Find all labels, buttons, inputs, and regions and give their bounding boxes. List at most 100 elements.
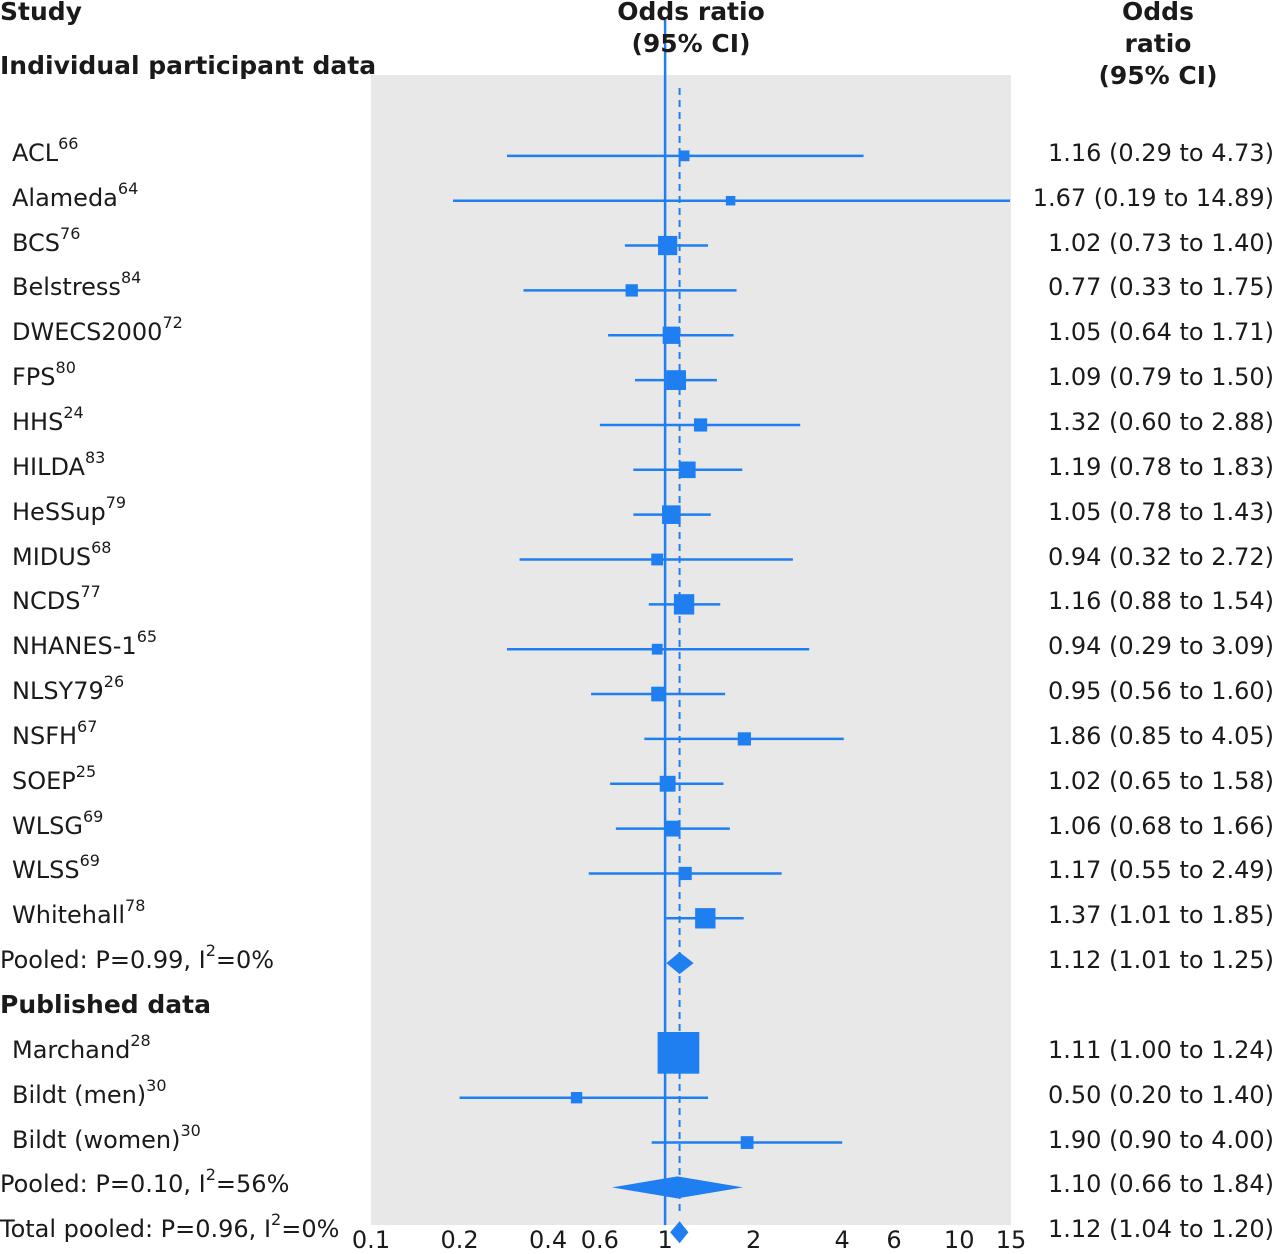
ci-text: 1.90 (0.90 to 4.00) <box>1047 1125 1274 1154</box>
pooled-label-superscript: 2 <box>205 1165 216 1185</box>
x-tick-label: 6 <box>886 1226 902 1254</box>
study-name: HILDA <box>12 452 85 481</box>
point-estimate-square <box>737 732 751 746</box>
study-name: ACL <box>12 138 59 167</box>
point-estimate-square <box>657 1032 700 1074</box>
study-label: NLSY7926 <box>12 674 124 706</box>
study-name: DWECS2000 <box>12 318 163 347</box>
ci-text: 1.86 (0.85 to 4.05) <box>1047 721 1274 750</box>
study-label: MIDUS68 <box>12 539 111 571</box>
study-ref-superscript: 80 <box>55 358 76 378</box>
study-name: WLSS <box>12 856 80 885</box>
ci-text: 1.09 (0.79 to 1.50) <box>1047 363 1274 392</box>
pooled-label-text-end: =56% <box>215 1170 290 1199</box>
point-estimate-square <box>740 1136 754 1149</box>
study-ref-superscript: 66 <box>58 133 79 153</box>
study-label: WLSG69 <box>12 808 103 840</box>
pooled-label-superscript: 2 <box>205 941 216 961</box>
x-tick-label: 10 <box>943 1226 975 1254</box>
point-estimate-square <box>658 235 678 256</box>
study-ref-superscript: 84 <box>120 268 142 288</box>
point-estimate-square <box>664 820 681 837</box>
study-ref-superscript: 78 <box>125 896 146 916</box>
study-name: Bildt (women) <box>12 1125 181 1154</box>
study-label: SOEP25 <box>12 763 96 795</box>
group-label: Individual participant data <box>0 51 377 80</box>
study-ref-superscript: 77 <box>80 582 101 602</box>
x-tick-label: 15 <box>995 1226 1027 1254</box>
point-estimate-square <box>679 461 696 479</box>
x-tick-label: 4 <box>834 1226 850 1254</box>
pooled-label-text-end: =0% <box>215 946 275 975</box>
study-name: NLSY79 <box>12 677 104 706</box>
pooled-label-text: Pooled: P=0.10, I <box>0 1170 206 1199</box>
study-name: MIDUS <box>12 542 92 571</box>
pooled-label-superscript: 2 <box>271 1210 282 1230</box>
study-label: BCS76 <box>12 225 80 257</box>
point-estimate-square <box>651 686 666 702</box>
point-estimate-square <box>651 553 664 566</box>
ci-text: 1.11 (1.00 to 1.24) <box>1047 1035 1274 1064</box>
ci-text: 0.94 (0.29 to 3.09) <box>1047 632 1274 661</box>
ci-text: 1.37 (1.01 to 1.85) <box>1047 901 1274 930</box>
x-tick-label: 0.2 <box>440 1226 479 1254</box>
study-label: Alameda64 <box>12 180 138 212</box>
study-label: Marchand28 <box>12 1032 151 1064</box>
study-name: WLSG <box>12 811 83 840</box>
pooled-label: Total pooled: P=0.96, I2=0% <box>0 1212 339 1244</box>
study-name: NCDS <box>12 587 81 616</box>
point-estimate-square <box>678 150 690 162</box>
study-ref-superscript: 79 <box>105 492 127 512</box>
study-ref-superscript: 25 <box>75 761 97 781</box>
study-ref-superscript: 26 <box>103 672 125 692</box>
study-ref-superscript: 69 <box>79 851 100 871</box>
x-tick-label: 2 <box>745 1226 762 1254</box>
point-estimate-square <box>695 908 716 929</box>
ci-text: 1.02 (0.65 to 1.58) <box>1047 766 1274 795</box>
study-label: NHANES-165 <box>12 629 157 661</box>
study-ref-superscript: 30 <box>180 1120 201 1140</box>
study-name: Whitehall <box>12 901 126 930</box>
study-marks <box>452 150 1011 1244</box>
study-name: SOEP <box>12 766 76 795</box>
study-ref-superscript: 65 <box>136 627 158 647</box>
study-label: HHS24 <box>12 404 84 436</box>
study-ref-superscript: 72 <box>162 313 183 333</box>
x-tick-label: 0.6 <box>580 1226 619 1254</box>
study-ref-superscript: 64 <box>117 178 139 198</box>
pooled-label: Pooled: P=0.99, I2=0% <box>0 943 275 975</box>
study-name: NSFH <box>12 721 78 750</box>
study-label: HeSSup79 <box>12 494 126 526</box>
ci-text: 0.95 (0.56 to 1.60) <box>1047 677 1274 706</box>
header-plot-or: Odds ratio (95% CI) <box>617 0 765 60</box>
point-estimate-square <box>725 195 736 206</box>
study-label: HILDA83 <box>12 449 105 481</box>
ci-text: 1.16 (0.88 to 1.54) <box>1047 587 1274 616</box>
study-name: HHS <box>12 407 64 436</box>
point-estimate-square <box>625 284 638 297</box>
header-ci-or: Odds ratio (95% CI) <box>1097 0 1219 92</box>
ci-text: 1.05 (0.78 to 1.43) <box>1047 497 1274 526</box>
study-ref-superscript: 24 <box>63 402 84 422</box>
study-name: NHANES-1 <box>12 632 137 661</box>
point-estimate-square <box>673 594 695 615</box>
study-ref-superscript: 28 <box>130 1030 151 1050</box>
ci-text: 1.05 (0.64 to 1.71) <box>1047 318 1274 347</box>
study-label: NCDS77 <box>12 584 101 616</box>
study-ref-superscript: 30 <box>146 1075 167 1095</box>
ci-text: 0.77 (0.33 to 1.75) <box>1047 273 1274 302</box>
study-label: Whitehall78 <box>12 898 145 930</box>
study-name: Belstress <box>12 273 121 302</box>
point-estimate-square <box>651 643 663 655</box>
ci-text: 1.10 (0.66 to 1.84) <box>1047 1170 1274 1199</box>
point-estimate-square <box>662 505 681 524</box>
study-ref-superscript: 76 <box>60 223 81 243</box>
study-name: Alameda <box>12 183 118 212</box>
x-tick-label: 0.4 <box>528 1226 568 1254</box>
point-estimate-square <box>662 326 680 344</box>
ci-text: 0.50 (0.20 to 1.40) <box>1047 1080 1274 1109</box>
header-ci-or-line1: Odds ratio <box>1122 0 1194 58</box>
point-estimate-square <box>570 1092 583 1104</box>
study-label: FPS80 <box>12 360 76 392</box>
